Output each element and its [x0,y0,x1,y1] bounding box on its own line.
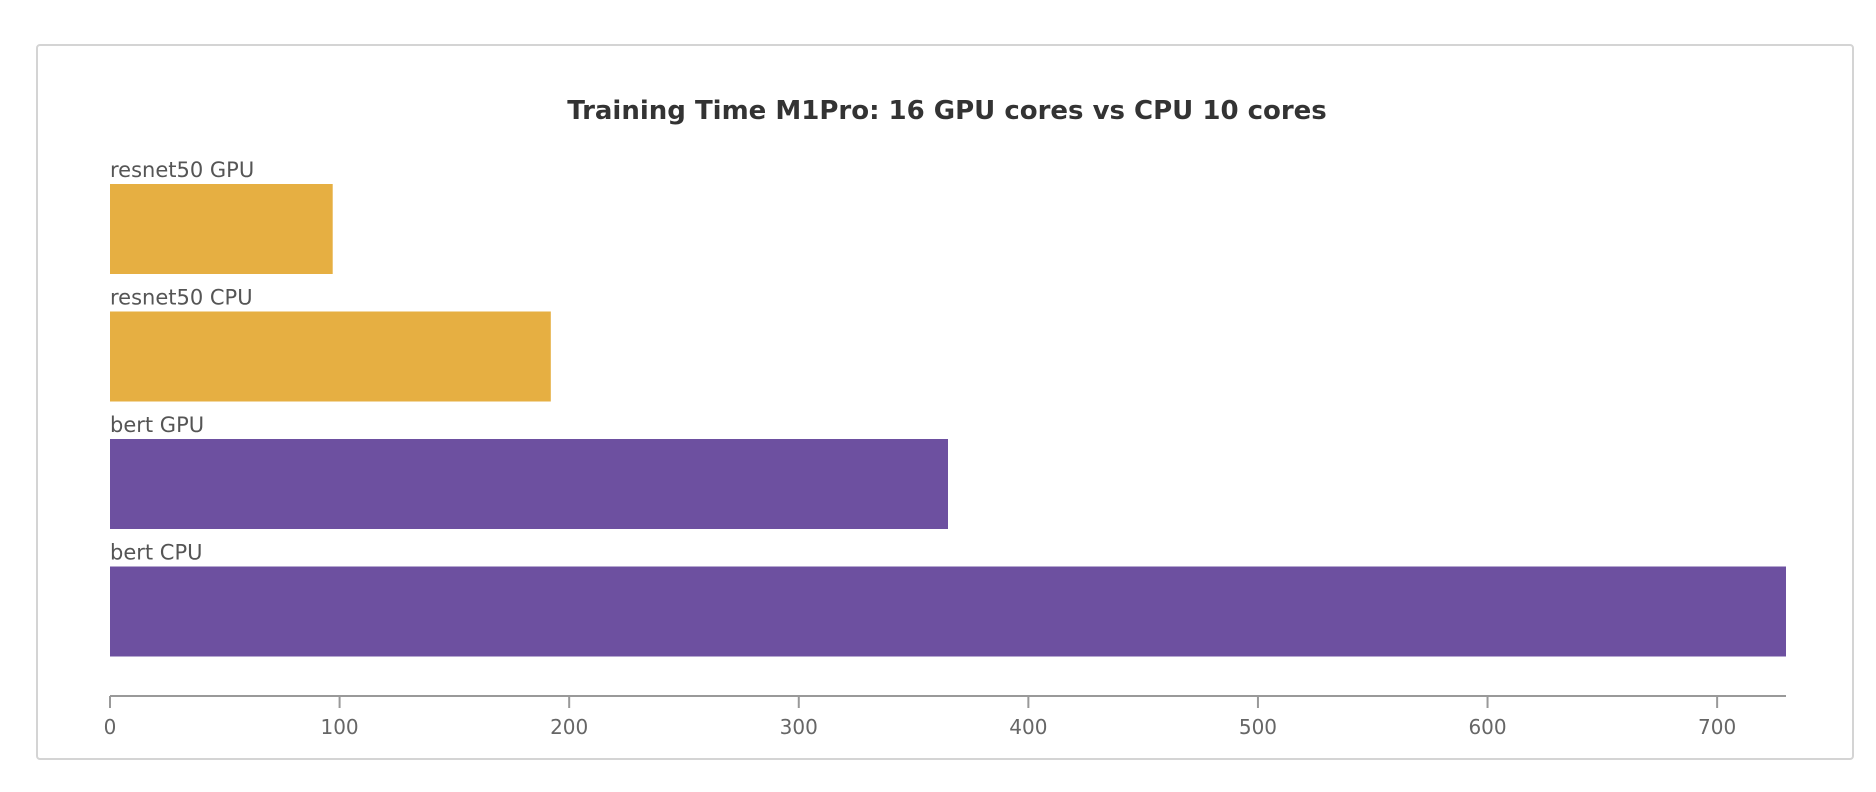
bar-resnet50-gpu[interactable] [110,184,333,274]
x-tick-label: 0 [104,715,117,739]
x-tick-label: 100 [320,715,358,739]
bars-layer: resnet50 GPU resnet50 CPU bert GPU bert CPU [110,158,1786,657]
x-tick-label: 500 [1239,715,1277,739]
x-tick-label: 300 [780,715,818,739]
bar-label: resnet50 GPU [110,158,254,182]
x-axis: 0 100 200 300 400 500 600 700 [104,695,1786,739]
x-tick-label: 600 [1468,715,1506,739]
bar-resnet50-cpu[interactable] [110,311,551,402]
bar-label: bert GPU [110,413,204,437]
bar-bert-gpu[interactable] [110,439,948,529]
x-tick-label: 400 [1009,715,1047,739]
bar-bert-cpu[interactable] [110,566,1786,657]
bar-label: resnet50 CPU [110,286,253,310]
chart-panel: Training Time M1Pro: 16 GPU cores vs CPU… [36,44,1854,760]
bar-label: bert CPU [110,541,203,565]
x-tick-label: 200 [550,715,588,739]
bar-chart: resnet50 GPU resnet50 CPU bert GPU bert CPU… [104,158,1786,739]
x-tick-label: 700 [1698,715,1736,739]
chart-title: Training Time M1Pro: 16 GPU cores vs CPU… [567,96,1327,126]
